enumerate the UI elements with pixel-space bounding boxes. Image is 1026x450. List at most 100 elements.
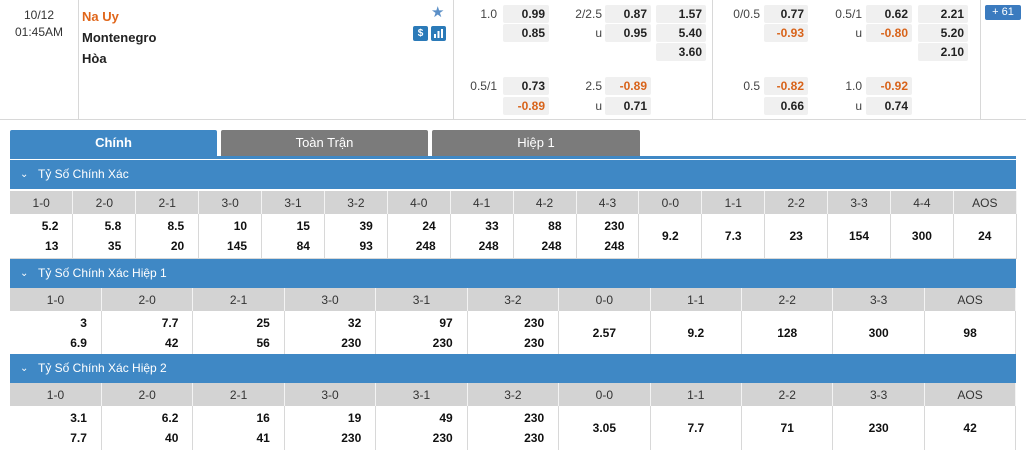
score-odds-cell[interactable]: 24: [953, 214, 1017, 259]
ft-ou2-under[interactable]: 0.71: [605, 97, 651, 115]
home-score-odds: 88: [548, 218, 562, 233]
h1-ou-under[interactable]: -0.80: [866, 24, 912, 42]
score-odds-cell[interactable]: 300: [890, 214, 954, 259]
score-odds-cell[interactable]: 25 56: [192, 311, 285, 356]
home-score-odds: 32: [347, 315, 362, 330]
chevron-down-icon[interactable]: ⌄: [20, 169, 29, 180]
score-odds-cell[interactable]: 71: [741, 406, 834, 450]
h1-ou-over[interactable]: 0.62: [866, 5, 912, 23]
section-header-correct-score-h1[interactable]: ⌄ Tỷ Số Chính Xác Hiệp 1: [10, 259, 1016, 288]
score-odds-cell[interactable]: 24 248: [387, 214, 451, 259]
home-team[interactable]: Na Uy: [82, 9, 119, 24]
chevron-down-icon[interactable]: ⌄: [20, 268, 29, 279]
section-header-correct-score-h2[interactable]: ⌄ Tỷ Số Chính Xác Hiệp 2: [10, 354, 1016, 383]
score-odds-cell[interactable]: 7.7 42: [101, 311, 194, 356]
score-odds-row: 5.2 13 5.8 35 8.5 20 10 145 15 84 39 93 24 248 33 248 88…: [10, 214, 1017, 259]
score-odds-cell[interactable]: 7.7: [650, 406, 743, 450]
h1-handicap2-home[interactable]: -0.82: [764, 77, 808, 95]
score-odds-cell[interactable]: 230: [832, 406, 925, 450]
score-odds-cell[interactable]: 9.2: [650, 311, 743, 356]
score-odds-cell[interactable]: 3.05: [558, 406, 651, 450]
ft-1x2-draw[interactable]: 3.60: [656, 43, 706, 61]
ft-ou2-over[interactable]: -0.89: [605, 77, 651, 95]
score-header-cell: 2-1: [135, 191, 200, 214]
score-odds-cell[interactable]: 7.3: [701, 214, 766, 259]
score-odds-cell[interactable]: 33 248: [450, 214, 514, 259]
score-odds-cell[interactable]: 3 6.9: [10, 311, 102, 356]
away-score-odds: 230: [432, 430, 453, 445]
score-header-cell: 2-0: [101, 288, 194, 311]
ft-ou-under[interactable]: 0.95: [605, 24, 651, 42]
away-score-odds: 230: [524, 335, 545, 350]
h1-handicap-home[interactable]: 0.77: [764, 5, 808, 23]
ft-handicap2-away[interactable]: -0.89: [503, 97, 549, 115]
bar-chart-icon[interactable]: [431, 26, 446, 41]
score-header-row: 1-0 2-0 2-1 3-0 3-1 3-2 4-0 4-1 4-2 4-3 0-0 1-1 2-2 3…: [10, 191, 1017, 214]
ft-handicap-away[interactable]: 0.85: [503, 24, 549, 42]
score-header-cell: 1-0: [10, 191, 74, 214]
score-header-cell: 3-3: [832, 383, 925, 406]
score-odds-cell[interactable]: 88 248: [513, 214, 577, 259]
score-odds-cell[interactable]: 42: [924, 406, 1017, 450]
score-odds-cell[interactable]: 19 230: [284, 406, 377, 450]
h1-handicap2-away[interactable]: 0.66: [764, 97, 808, 115]
h1-1x2-draw[interactable]: 2.10: [918, 43, 968, 61]
score-odds-cell[interactable]: 300: [832, 311, 925, 356]
score-odds-cell[interactable]: 154: [827, 214, 891, 259]
h1-ou2-line: 1.0: [845, 79, 862, 93]
score-odds-row: 3.1 7.7 6.2 40 16 41 19 230 49 230 230 230 3.05 7.7 71…: [10, 406, 1017, 450]
tab-chinh[interactable]: Chính: [10, 130, 217, 156]
score-odds-cell[interactable]: 3.1 7.7: [10, 406, 102, 450]
ft-handicap-home[interactable]: 0.99: [503, 5, 549, 23]
score-header-cell: 1-0: [10, 383, 102, 406]
score-odds-cell[interactable]: 15 84: [261, 214, 325, 259]
score-odds-cell[interactable]: 32 230: [284, 311, 377, 356]
ft-ou-over[interactable]: 0.87: [605, 5, 651, 23]
score-odds-cell[interactable]: 2.57: [558, 311, 651, 356]
score-header-cell: 3-2: [467, 383, 560, 406]
star-icon[interactable]: ★: [431, 4, 445, 21]
score-odds-cell[interactable]: 98: [924, 311, 1017, 356]
score-header-cell: AOS: [924, 383, 1017, 406]
score-odds-cell[interactable]: 230 230: [467, 311, 560, 356]
chevron-down-icon[interactable]: ⌄: [20, 363, 29, 374]
score-odds-cell[interactable]: 230 230: [467, 406, 560, 450]
score-odds-cell[interactable]: 5.8 35: [72, 214, 137, 259]
home-score-odds: 16: [256, 410, 270, 425]
ft-1x2-away[interactable]: 5.40: [656, 24, 706, 42]
score-odds-cell[interactable]: 9.2: [638, 214, 703, 259]
score-odds-cell[interactable]: 49 230: [375, 406, 468, 450]
away-team[interactable]: Montenegro: [82, 30, 157, 45]
score-odds-cell[interactable]: 230 248: [576, 214, 640, 259]
tab-toan-tran[interactable]: Toàn Trận: [221, 130, 428, 156]
score-header-cell: 3-3: [827, 191, 891, 214]
dollar-icon[interactable]: $: [413, 26, 428, 41]
h1-ou2-over[interactable]: -0.92: [866, 77, 912, 95]
ft-handicap2-home[interactable]: 0.73: [503, 77, 549, 95]
h1-ou2-under[interactable]: 0.74: [866, 97, 912, 115]
score-header-cell: AOS: [953, 191, 1017, 214]
score-odds-cell[interactable]: 8.5 20: [135, 214, 200, 259]
score-header-row: 1-0 2-0 2-1 3-0 3-1 3-2 0-0 1-1 2-2 3-3 AOS: [10, 288, 1017, 311]
score-odds-cell[interactable]: 128: [741, 311, 834, 356]
tab-hiep-1[interactable]: Hiệp 1: [432, 130, 640, 156]
score-header-cell: 4-1: [450, 191, 514, 214]
home-score-odds: 39: [359, 218, 373, 233]
home-score-odds: 15: [296, 218, 310, 233]
score-odds-cell[interactable]: 16 41: [192, 406, 285, 450]
more-markets-count[interactable]: + 61: [985, 5, 1021, 20]
score-odds-cell[interactable]: 5.2 13: [10, 214, 74, 259]
ft-1x2-home[interactable]: 1.57: [656, 5, 706, 23]
score-header-cell: 3-3: [832, 288, 925, 311]
home-score-odds: 5.8: [104, 218, 122, 233]
section-header-correct-score[interactable]: ⌄ Tỷ Số Chính Xác: [10, 160, 1016, 189]
score-odds-cell[interactable]: 6.2 40: [101, 406, 194, 450]
score-odds-cell[interactable]: 97 230: [375, 311, 468, 356]
score-odds-cell[interactable]: 23: [764, 214, 829, 259]
h1-1x2-home[interactable]: 2.21: [918, 5, 968, 23]
score-odds-cell[interactable]: 10 145: [198, 214, 263, 259]
score-odds-cell[interactable]: 39 93: [324, 214, 388, 259]
h1-1x2-away[interactable]: 5.20: [918, 24, 968, 42]
h1-handicap-away[interactable]: -0.93: [764, 24, 808, 42]
home-score-odds: 6.2: [161, 410, 179, 425]
